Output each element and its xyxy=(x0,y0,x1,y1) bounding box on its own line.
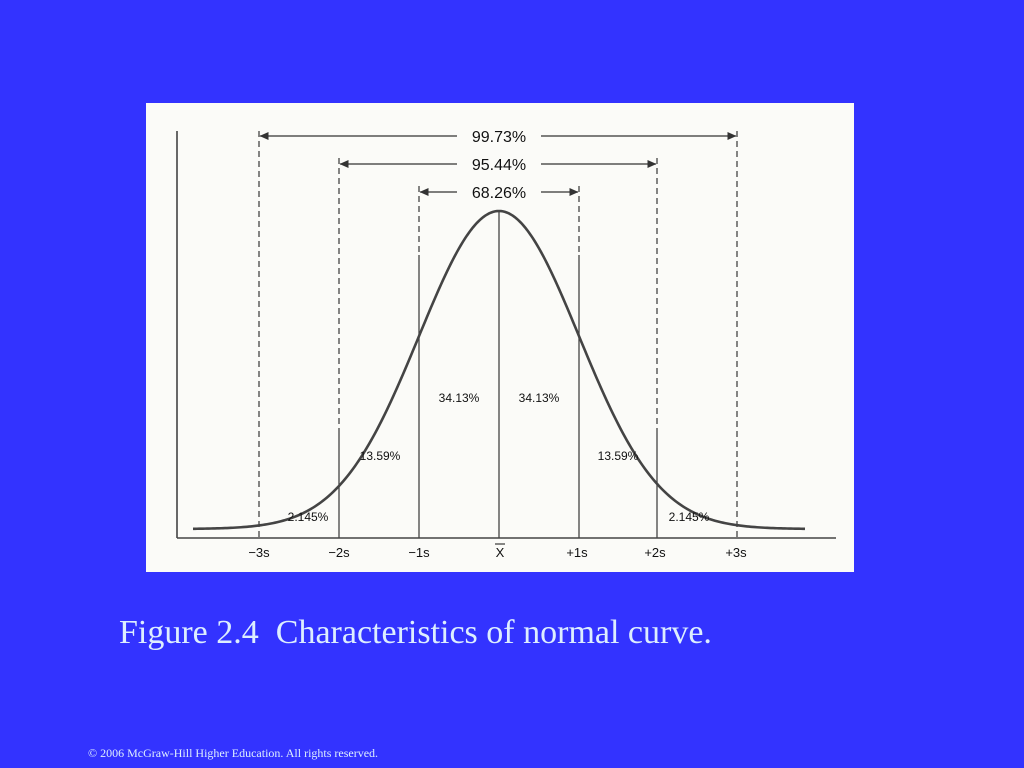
range-arrows xyxy=(259,132,737,196)
area-label-center-left: 34.13% xyxy=(439,391,480,405)
tick-label-minus-1s: −1s xyxy=(408,545,430,560)
tick-label-plus-1s: +1s xyxy=(566,545,588,560)
range-label-99: 99.73% xyxy=(472,129,526,146)
area-label-tail-left: 2.145% xyxy=(288,510,329,524)
tick-label-plus-2s: +2s xyxy=(644,545,666,560)
normal-curve xyxy=(192,209,806,531)
normal-curve-svg: 99.73% 95.44% 68.26% 34.13% 34.13% 13.59… xyxy=(176,129,836,560)
copyright-notice: © 2006 McGraw-Hill Higher Education. All… xyxy=(88,746,379,760)
normal-curve-figure: 99.73% 95.44% 68.26% 34.13% 34.13% 13.59… xyxy=(146,103,854,572)
area-label-center-right: 34.13% xyxy=(519,391,560,405)
figure-caption: Figure 2.4 Characteristics of normal cur… xyxy=(119,614,712,651)
area-label-mid-left: 13.59% xyxy=(360,449,401,463)
tick-label-minus-3s: −3s xyxy=(248,545,270,560)
tick-label-minus-2s: −2s xyxy=(328,545,350,560)
area-label-mid-right: 13.59% xyxy=(598,449,639,463)
solid-lines xyxy=(338,211,658,538)
area-label-tail-right: 2.145% xyxy=(669,510,710,524)
dashed-lines xyxy=(258,131,738,538)
tick-label-plus-3s: +3s xyxy=(725,545,747,560)
range-label-68: 68.26% xyxy=(472,185,526,202)
range-label-95: 95.44% xyxy=(472,157,526,174)
tick-label-mean: X xyxy=(496,545,505,560)
